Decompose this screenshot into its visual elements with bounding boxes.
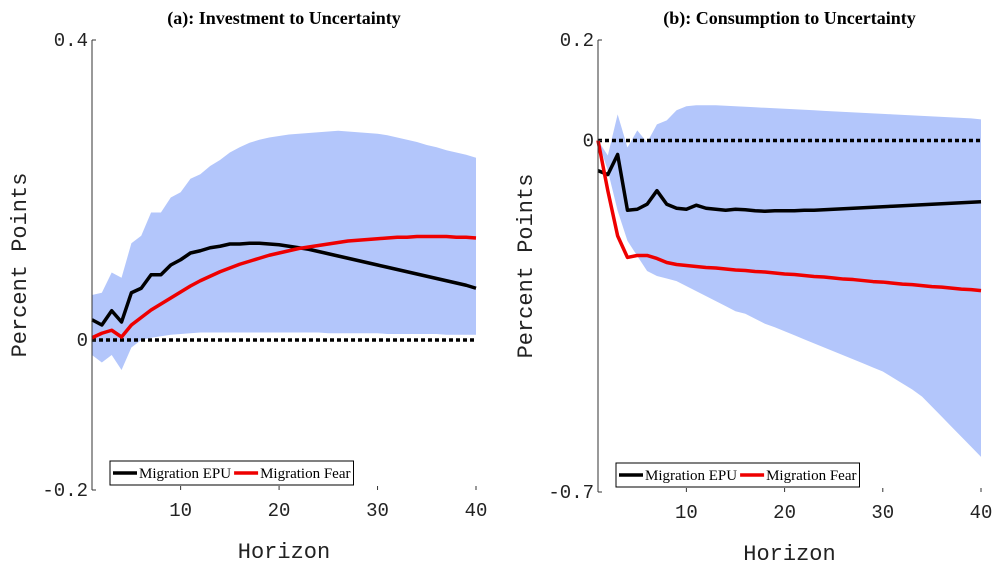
legend-label: Migration Fear <box>260 466 350 482</box>
y-tick-label: -0.7 <box>548 482 594 504</box>
x-tick-label: 20 <box>773 502 796 524</box>
chart-title: (a): Investment to Uncertainty <box>167 8 400 29</box>
y-tick-label: -0.2 <box>42 480 88 502</box>
x-axis-label: Horizon <box>238 540 330 565</box>
legend-label: Migration Fear <box>766 468 856 484</box>
x-tick-label: 30 <box>871 502 894 524</box>
x-tick-label: 10 <box>169 500 192 522</box>
y-tick-label: 0 <box>77 330 88 352</box>
x-tick-label: 20 <box>268 500 291 522</box>
legend-label: Migration EPU <box>139 466 231 482</box>
confidence-band <box>598 105 981 457</box>
panel: -0.7 0 0.2 10 20 30 40 (b): Consumption to Unce… <box>514 8 992 567</box>
series-line <box>91 234 477 340</box>
y-tick-label: 0.4 <box>54 30 88 52</box>
series-line <box>91 241 477 327</box>
legend-box <box>615 462 860 488</box>
y-tick-label: 0.2 <box>560 30 594 52</box>
x-tick-label: 40 <box>465 500 488 522</box>
y-axis-label: Percent Points <box>8 173 33 358</box>
series-line <box>597 152 982 214</box>
y-axis-label: Percent Points <box>514 174 539 359</box>
x-tick-label: 10 <box>675 502 698 524</box>
x-axis-label: Horizon <box>743 542 835 567</box>
y-tick-label: 0 <box>583 130 594 152</box>
x-tick-label: 40 <box>970 502 993 524</box>
chart-title: (b): Consumption to Uncertainty <box>663 8 916 29</box>
panel: -0.2 0 0.4 10 20 30 40 (a): Investment to Uncer… <box>8 8 487 565</box>
legend-box <box>109 460 354 486</box>
x-tick-label: 30 <box>366 500 389 522</box>
legend-label: Migration EPU <box>645 468 737 484</box>
series-line <box>596 140 982 293</box>
